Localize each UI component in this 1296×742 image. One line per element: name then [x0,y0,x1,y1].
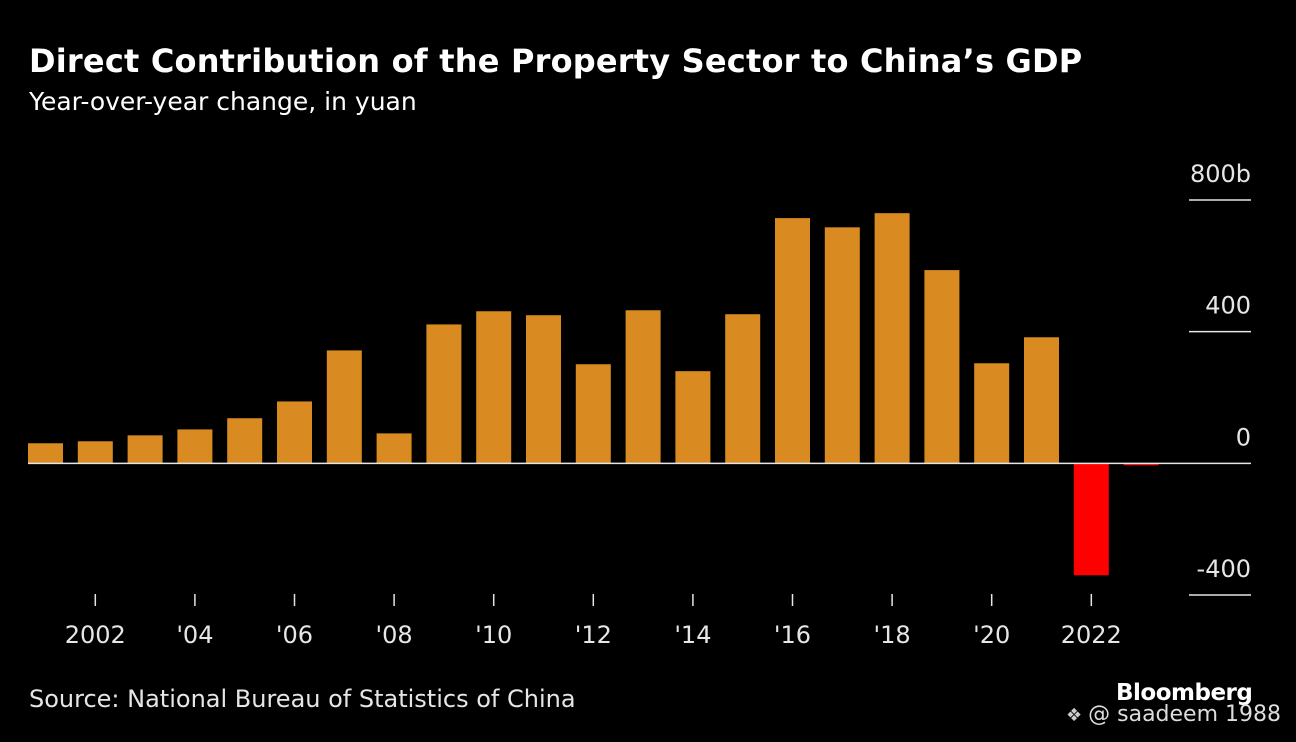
bar-2016 [775,218,810,464]
x-tick-label: '10 [475,621,512,649]
chart-subtitle: Year-over-year change, in yuan [29,87,417,116]
x-tick-label: '14 [674,621,711,649]
binance-diamond-icon: ❖ [1066,705,1083,726]
bar-2020 [974,363,1010,464]
x-tick-label: 2002 [65,621,126,649]
bar-2010 [476,311,512,464]
bar-2013 [625,310,661,464]
bar-2021 [1024,337,1059,464]
x-tick-label: '12 [575,621,612,649]
bar-2005 [227,418,263,464]
y-tick-label: 0 [1236,423,1251,451]
y-tick-label: 800b [1190,160,1251,188]
bar-2002 [77,441,113,464]
x-tick-label: '20 [973,621,1010,649]
x-tick-label: '06 [276,621,313,649]
bar-2023 [1123,463,1159,466]
bar-2009 [426,324,462,464]
bar-2006 [277,401,312,464]
watermark: ❖ @ saadeem 1988 [1066,702,1281,727]
bar-2003 [127,435,163,464]
bar-2014 [675,371,711,464]
x-axis: 2002 '04 '06 '08 '10 '12 '14 '16 '18 '20 2022 [65,594,1122,649]
source-note: Source: National Bureau of Statistics of… [29,685,576,713]
bar-2004 [177,429,213,464]
bar-2008 [376,433,412,464]
bar-2001 [28,443,63,464]
bar-2022 [1073,463,1109,576]
bars-group [28,213,1159,576]
x-tick-label: '16 [774,621,811,649]
x-tick-label: '08 [376,621,413,649]
bloomberg-logo: Bloomberg [1116,680,1253,706]
watermark-text: @ saadeem 1988 [1088,702,1282,727]
bar-2019 [924,270,960,464]
bar-2017 [824,227,860,464]
y-tick-label: 400 [1205,292,1251,320]
y-tick-label: -400 [1197,555,1251,583]
bar-2011 [526,315,561,464]
bar-2018 [874,213,910,464]
bar-2015 [725,314,761,464]
x-tick-label: '04 [176,621,213,649]
bar-2012 [575,364,611,464]
x-tick-label: '18 [874,621,911,649]
bar-2007 [326,350,362,464]
y-axis: 800b 400 0 -400 [28,160,1251,596]
x-tick-label: 2022 [1061,621,1122,649]
chart-title: Direct Contribution of the Property Sect… [29,42,1083,80]
